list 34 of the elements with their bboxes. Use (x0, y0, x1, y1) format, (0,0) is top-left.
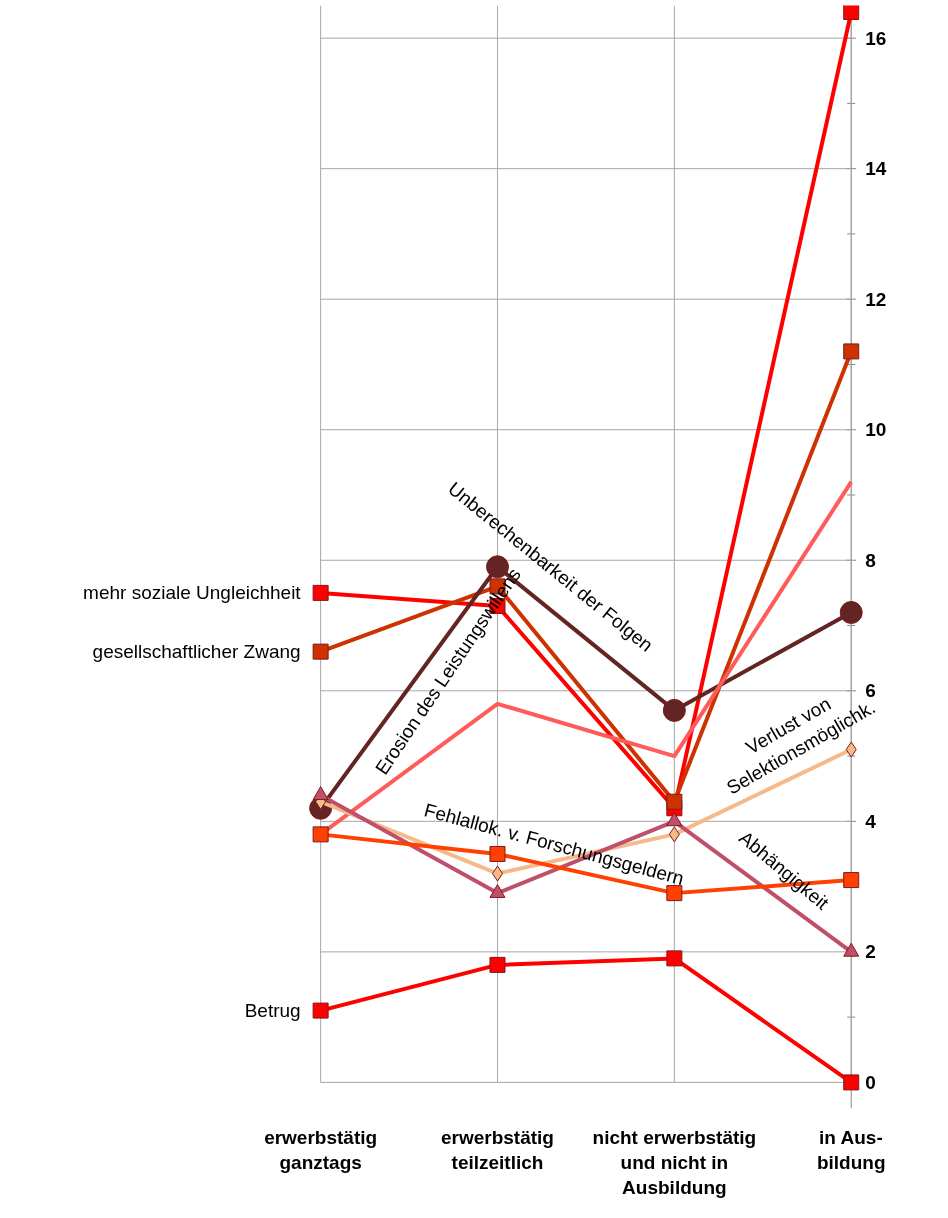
x-tick-label: erwerbstätig ganztags (264, 1126, 378, 1173)
point (843, 1074, 860, 1091)
point (312, 643, 329, 660)
point (666, 812, 683, 827)
y-tick-label: 12 (865, 288, 887, 310)
series-label: gesellschaftlicher Zwang (92, 641, 301, 663)
point (843, 343, 860, 360)
point (666, 950, 683, 967)
x-tick-label: erwerbstätig teilzeitlich (441, 1126, 554, 1173)
point (312, 1002, 329, 1019)
point (312, 786, 329, 801)
y-tick-label: 0 (865, 1071, 876, 1093)
point (843, 872, 860, 889)
y-tick-label: 4 (865, 810, 877, 832)
x-tick-label: nicht erwerbstätig und nicht in Ausbildung (592, 1126, 757, 1198)
point (666, 885, 683, 902)
series-label: mehr soziale Ungleichheit (83, 582, 302, 604)
y-tick-label: 8 (865, 549, 876, 571)
point (312, 584, 329, 601)
y-tick-label: 2 (865, 941, 876, 963)
y-tick-label: 14 (865, 158, 887, 180)
point (839, 601, 863, 624)
y-tick-label: 16 (865, 27, 887, 49)
point (312, 826, 329, 843)
point (666, 793, 683, 810)
point (662, 698, 686, 722)
point (491, 865, 503, 882)
x-tick-label: in Aus- bildung (816, 1126, 886, 1173)
point (843, 5, 860, 21)
series-label: Betrug (244, 1000, 301, 1022)
point (489, 956, 506, 973)
y-tick-label: 6 (865, 680, 876, 702)
y-tick-label: 10 (865, 419, 887, 441)
point (489, 845, 506, 862)
